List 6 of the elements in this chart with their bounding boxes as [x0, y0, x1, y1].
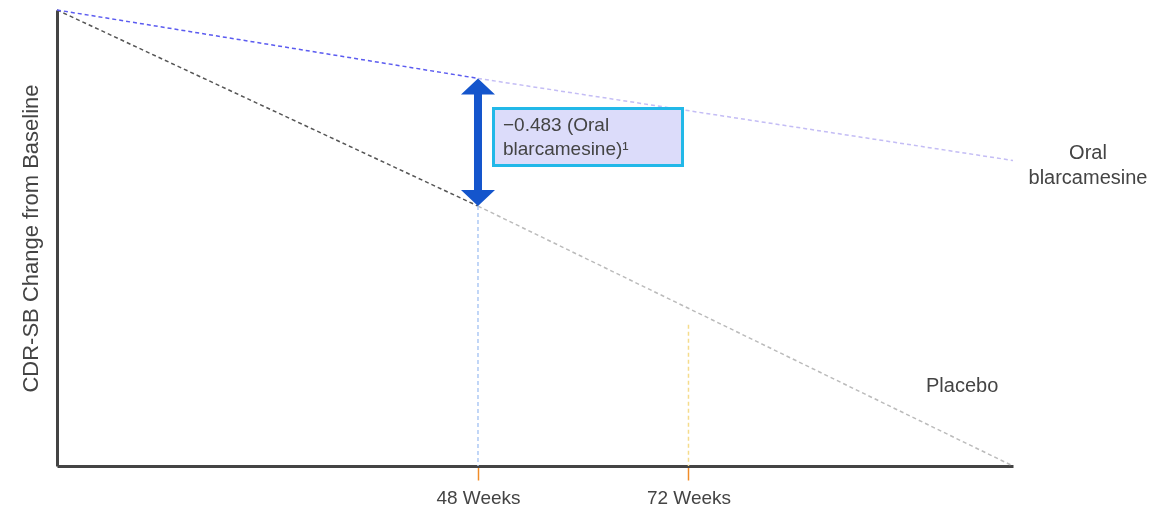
x-tick-label: 48 Weeks	[436, 486, 521, 508]
x-tick-label: 72 Weeks	[646, 486, 732, 508]
callout-box: −0.483 (Oral blarcamesine)¹	[492, 107, 684, 168]
y-axis-title: CDR-SB Change from Baseline	[17, 84, 43, 393]
series-label: Oral blarcamesine	[1027, 140, 1149, 191]
series-label: Placebo	[926, 373, 999, 398]
